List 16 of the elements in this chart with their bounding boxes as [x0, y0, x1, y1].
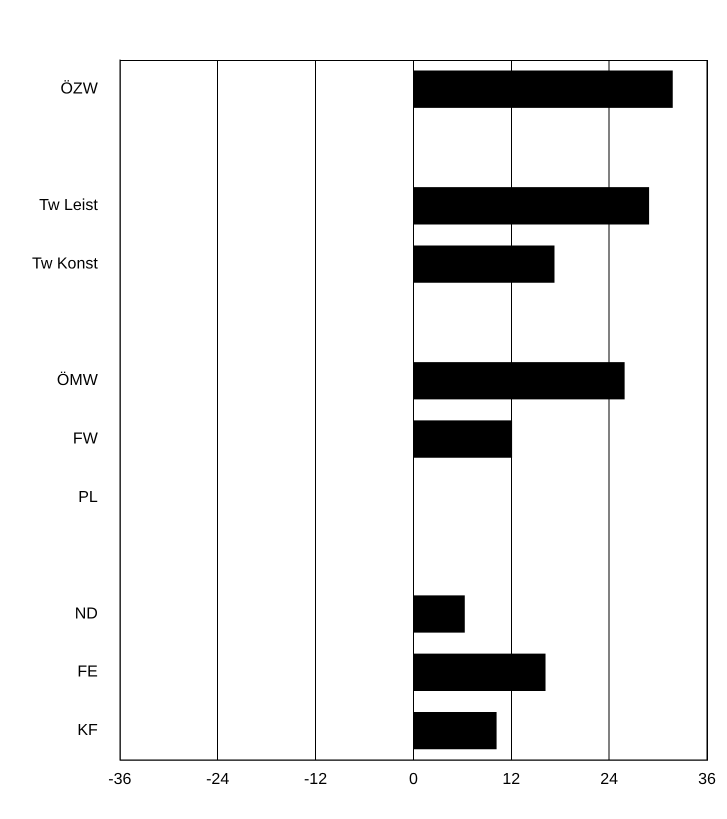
y-tick-label: FE — [77, 664, 98, 681]
x-tick-label: 12 — [502, 770, 520, 788]
y-tick-label: ND — [74, 605, 98, 622]
y-tick-label: FW — [72, 430, 99, 448]
y-tick-label: Tw Leist — [39, 197, 98, 214]
y-tick-label: ÖMW — [56, 371, 99, 390]
y-tick-label: ÖZW — [60, 80, 99, 98]
x-tick-label: 0 — [408, 770, 418, 788]
y-tick-label: KF — [77, 722, 98, 740]
x-tick-label: 24 — [600, 770, 618, 788]
x-tick-label: -12 — [304, 770, 328, 788]
x-tick-label: -24 — [206, 770, 230, 788]
x-tick-label: 36 — [698, 770, 716, 788]
x-tick-label: -36 — [108, 770, 132, 788]
y-tick-label: PL — [78, 488, 98, 506]
y-tick-label: Tw Konst — [32, 256, 98, 273]
